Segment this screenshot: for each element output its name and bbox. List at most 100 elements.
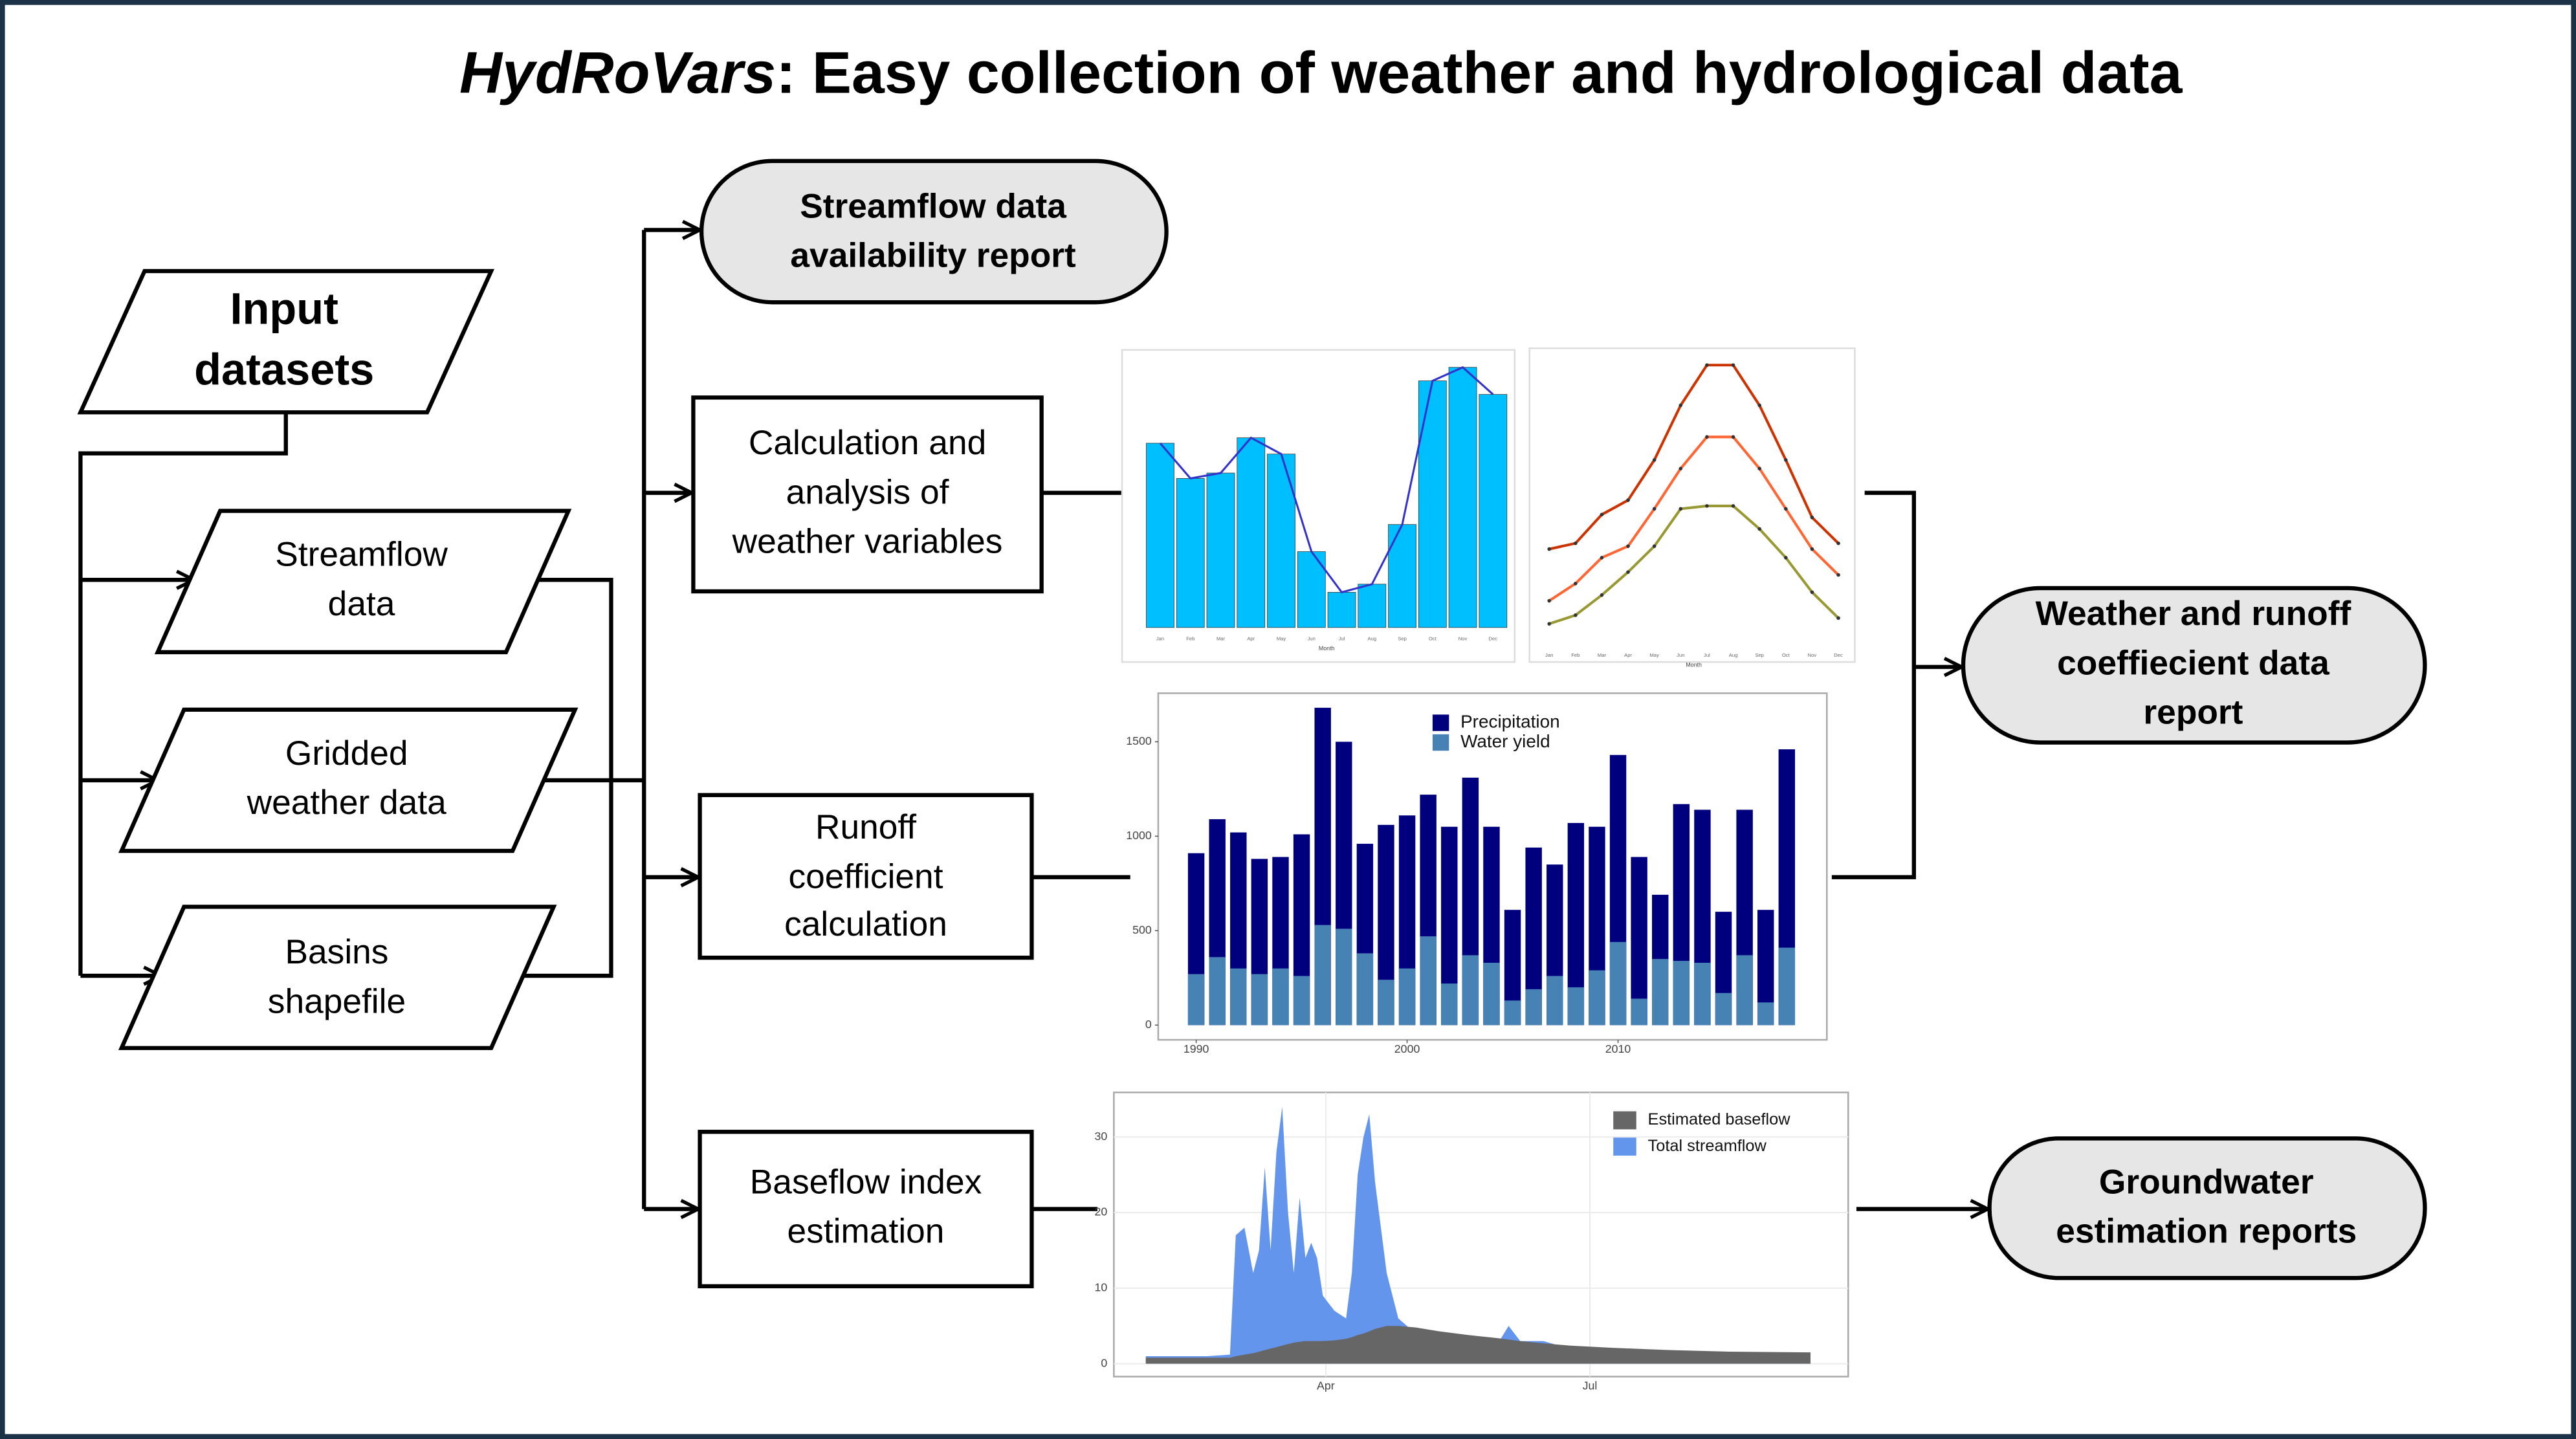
point: [1836, 616, 1840, 621]
bar: [1388, 524, 1416, 628]
point: [1626, 570, 1630, 574]
node-label: coeffiecient data: [2057, 644, 2329, 682]
bar: [1778, 947, 1796, 1026]
basins-shape: [118, 905, 557, 1050]
bar: [1356, 953, 1374, 1026]
bar: [1631, 857, 1647, 1026]
y-tick-label: 1000: [1126, 829, 1152, 842]
x-tick-label: Jul: [1704, 652, 1710, 658]
point: [1600, 593, 1604, 597]
point: [1757, 527, 1761, 531]
point: [1836, 541, 1840, 545]
charts: Jan Feb Mar Apr May Jun Jul Aug Sep Oct Nov Dec Mont…: [1094, 363, 1849, 1392]
point: [1547, 599, 1551, 603]
point: [1810, 515, 1814, 520]
x-tick-label: Nov: [1808, 652, 1817, 658]
bar: [1209, 957, 1226, 1026]
point: [1652, 544, 1657, 548]
connector: [78, 412, 288, 976]
x-tick-label: Nov: [1459, 636, 1468, 642]
x-tick-label: Sep: [1398, 636, 1407, 642]
legend-label: Water yield: [1460, 731, 1550, 751]
bar: [1715, 993, 1732, 1026]
node-label: weather variables: [732, 522, 1003, 560]
bar: [1230, 968, 1247, 1026]
x-tick-label: Mar: [1598, 652, 1607, 658]
x-tick-label: May: [1277, 636, 1286, 642]
input-datasets-shape: [77, 269, 495, 415]
x-tick-label: Mar: [1216, 636, 1226, 642]
bar: [1398, 968, 1416, 1026]
bar: [1525, 989, 1542, 1026]
point: [1652, 507, 1657, 511]
bar: [1358, 584, 1387, 628]
point: [1783, 458, 1788, 462]
bar: [1441, 983, 1458, 1026]
point: [1574, 582, 1578, 586]
point: [1574, 613, 1578, 617]
baseflow-calc-shape: [698, 1130, 1034, 1289]
node-label: Weather and runoff: [2036, 595, 2351, 633]
point: [1757, 467, 1761, 470]
x-tick-label: 1990: [1183, 1042, 1209, 1055]
area: [1145, 1106, 1811, 1364]
bar: [1757, 1002, 1774, 1026]
bar: [1237, 437, 1266, 628]
x-tick-label: May: [1649, 652, 1659, 658]
point: [1705, 363, 1709, 368]
title: HydRoVars: Easy collection of weather an…: [459, 39, 2183, 105]
bar: [1589, 970, 1605, 1026]
legend-label: Estimated baseflow: [1648, 1110, 1791, 1128]
bar: [1483, 962, 1500, 1026]
point: [1705, 504, 1709, 508]
bar: [1251, 974, 1268, 1026]
legend-label: Precipitation: [1460, 711, 1560, 731]
bar: [1567, 987, 1585, 1026]
point: [1600, 512, 1604, 517]
point: [1679, 467, 1683, 470]
x-tick-label: Apr: [1624, 652, 1632, 658]
point: [1652, 458, 1657, 462]
node-label: calculation: [784, 905, 947, 943]
legend-swatch: [1613, 1111, 1636, 1130]
weather-report-shape: [1961, 586, 2427, 745]
bar: [1327, 591, 1356, 628]
gridded-shape: [118, 707, 578, 853]
node-label: data: [328, 585, 395, 623]
bar: [1479, 394, 1508, 628]
legend-swatch: [1613, 1137, 1636, 1156]
y-tick-label: 10: [1094, 1281, 1107, 1294]
series-line: [1548, 504, 1840, 626]
bar: [1297, 551, 1326, 628]
point: [1626, 498, 1630, 502]
x-tick-label: Dec: [1834, 652, 1843, 658]
bar: [1504, 1000, 1521, 1026]
chart-frame: [1113, 1092, 1849, 1378]
node-label: shapefile: [268, 982, 406, 1020]
point: [1626, 544, 1630, 548]
bar: [1448, 367, 1477, 628]
point: [1731, 435, 1735, 439]
bar: [1694, 962, 1711, 1026]
node-label: weather data: [247, 784, 447, 822]
bar: [1609, 941, 1627, 1026]
x-tick-label: Feb: [1571, 652, 1580, 658]
point: [1679, 403, 1683, 408]
bar: [1420, 936, 1437, 1026]
x-tick-label: Jan: [1545, 652, 1553, 658]
y-tick-label: 0: [1101, 1356, 1107, 1369]
bar: [1187, 974, 1205, 1026]
x-tick-label: Jan: [1156, 636, 1164, 642]
bar: [1736, 955, 1753, 1026]
node-label: datasets: [194, 344, 374, 394]
bar: [1314, 925, 1331, 1026]
bar: [1378, 980, 1394, 1026]
legend-swatch: [1432, 714, 1449, 731]
point: [1547, 622, 1551, 626]
weather-calc-shape: [691, 395, 1044, 594]
streamflow-shape: [154, 509, 572, 655]
node-label: Runoff: [815, 808, 916, 846]
bar: [1631, 998, 1647, 1026]
bar: [1272, 968, 1289, 1026]
